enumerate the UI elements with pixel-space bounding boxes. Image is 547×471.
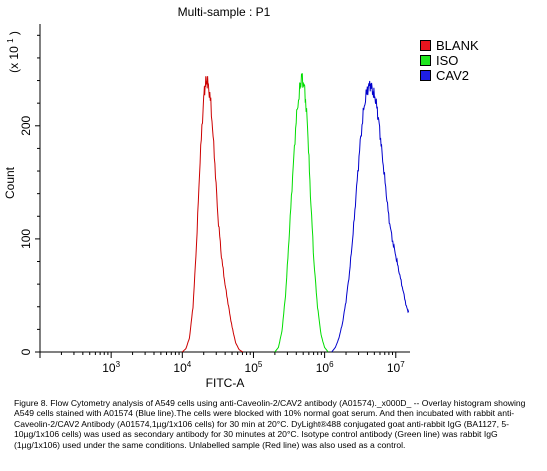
y-multiplier-text: (x 10 <box>7 46 21 73</box>
histogram-plot: Multi-sample : P1 (x 10 1 ) Count 0 100 20… <box>2 5 410 390</box>
x-tick-label: 105 <box>245 360 263 375</box>
series-line-blank <box>181 76 244 353</box>
y-tick-label: 0 <box>19 348 33 355</box>
legend-swatch-cav2 <box>420 70 431 81</box>
legend-item-cav2: CAV2 <box>420 68 479 83</box>
y-tick-label: 200 <box>19 115 33 135</box>
x-tick-label: 106 <box>316 360 334 375</box>
x-tick-label: 103 <box>102 360 120 375</box>
y-ticks: 0 100 200 <box>19 34 40 355</box>
legend-item-iso: ISO <box>420 53 479 68</box>
x-tick-label: 107 <box>387 360 405 375</box>
series-layer <box>181 73 410 353</box>
x-ticks: 103 104 105 106 107 <box>39 352 405 375</box>
legend-swatch-iso <box>420 55 431 66</box>
x-axis-label: FITC-A <box>206 376 245 390</box>
x-tick-label: 104 <box>173 360 191 375</box>
y-multiplier-label: (x 10 1 ) <box>2 31 21 73</box>
figure-caption: Figure 8. Flow Cytometry analysis of A54… <box>14 398 526 450</box>
legend-label-blank: BLANK <box>436 38 479 53</box>
legend-item-blank: BLANK <box>420 38 479 53</box>
legend-label-cav2: CAV2 <box>436 68 469 83</box>
series-line-cav2 <box>331 80 410 353</box>
series-line-iso <box>274 73 329 353</box>
y-axis-label: Count <box>3 166 17 199</box>
legend: BLANK ISO CAV2 <box>420 38 479 83</box>
legend-label-iso: ISO <box>436 53 459 68</box>
y-multiplier-exponent: 1 <box>6 38 15 43</box>
svg-text:(x 10 1 ): (x 10 1 ) <box>2 31 21 73</box>
chart-title: Multi-sample : P1 <box>178 5 271 19</box>
y-tick-label: 100 <box>19 229 33 249</box>
legend-swatch-blank <box>420 40 431 51</box>
